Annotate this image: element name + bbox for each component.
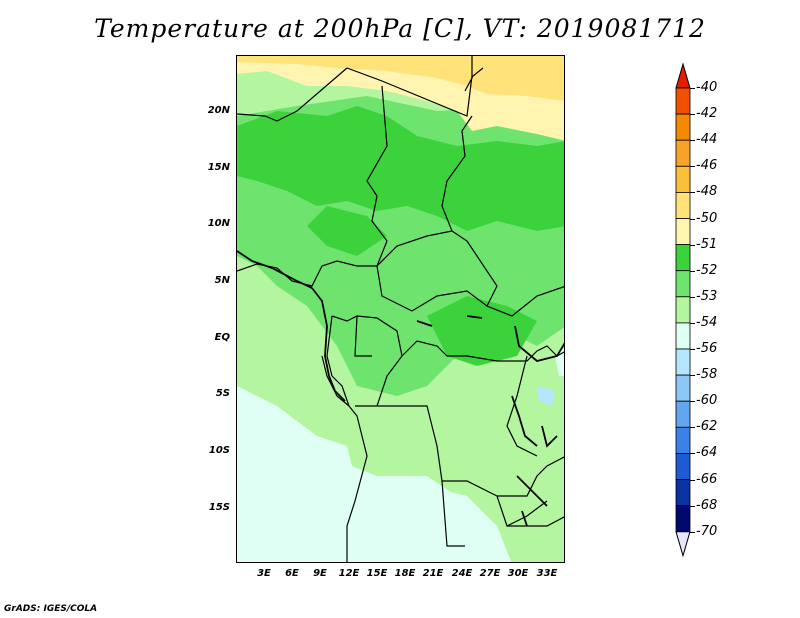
y-tick-label: EQ bbox=[214, 332, 230, 343]
colorbar-tick bbox=[690, 166, 695, 168]
colorbar-tick bbox=[690, 296, 695, 298]
colorbar-label: -54 bbox=[696, 314, 718, 330]
colorbar-label: -53 bbox=[696, 288, 718, 304]
colorbar-label: -40 bbox=[696, 80, 718, 95]
colorbar-label: -44 bbox=[696, 132, 718, 148]
colorbar-tick bbox=[690, 479, 695, 481]
colorbar-label: -64 bbox=[696, 445, 718, 461]
colorbar-label: -58 bbox=[696, 367, 718, 383]
x-tick-label: 24E bbox=[451, 568, 473, 579]
colorbar-swatch bbox=[675, 452, 691, 480]
map-panel bbox=[236, 55, 565, 563]
colorbar-tick bbox=[690, 505, 695, 507]
colorbar-label: -46 bbox=[696, 158, 718, 174]
colorbar-swatch bbox=[675, 113, 691, 141]
x-tick-label: 12E bbox=[338, 568, 360, 579]
footer-credit: GrADS: IGES/COLA bbox=[4, 604, 98, 614]
colorbar-tick bbox=[690, 114, 695, 116]
colorbar-swatch bbox=[675, 374, 691, 402]
y-tick-label: 5N bbox=[214, 275, 230, 286]
x-tick-label: 6E bbox=[285, 568, 299, 579]
x-tick-label: 18E bbox=[394, 568, 416, 579]
colorbar-label: -56 bbox=[696, 341, 718, 356]
colorbar-tick bbox=[690, 375, 695, 377]
colorbar-tick bbox=[690, 270, 695, 272]
colorbar-tick bbox=[690, 140, 695, 142]
x-tick-label: 30E bbox=[507, 568, 529, 579]
colorbar-label: -62 bbox=[696, 419, 718, 435]
y-tick-label: 15N bbox=[207, 162, 230, 173]
colorbar-label: -52 bbox=[696, 262, 718, 278]
colorbar-swatch bbox=[675, 165, 691, 193]
y-tick-label: 20N bbox=[207, 105, 230, 116]
y-tick-label: 10S bbox=[208, 445, 230, 456]
colorbar-swatch bbox=[675, 348, 691, 376]
colorbar-label: -48 bbox=[696, 184, 718, 200]
x-tick-label: 27E bbox=[479, 568, 501, 579]
colorbar-label: -66 bbox=[696, 471, 718, 487]
colorbar-bottom-triangle bbox=[675, 531, 691, 558]
colorbar-swatch bbox=[675, 479, 691, 507]
x-tick-label: 21E bbox=[422, 568, 444, 579]
colorbar-swatch bbox=[675, 505, 691, 533]
colorbar-swatch bbox=[675, 87, 691, 115]
x-tick-label: 33E bbox=[536, 568, 558, 579]
colorbar-tick bbox=[690, 349, 695, 350]
y-tick-label: 5S bbox=[215, 388, 230, 399]
colorbar-swatch bbox=[675, 244, 691, 272]
y-tick-label: 15S bbox=[208, 502, 230, 513]
x-tick-label: 15E bbox=[366, 568, 388, 579]
colorbar-tick bbox=[690, 192, 695, 194]
colorbar-label: -42 bbox=[696, 106, 718, 122]
colorbar-label: -51 bbox=[696, 236, 718, 252]
colorbar-swatch bbox=[675, 191, 691, 219]
y-tick-label: 10N bbox=[207, 218, 230, 229]
colorbar-label: -68 bbox=[696, 497, 718, 513]
x-tick-label: 3E bbox=[257, 568, 271, 579]
chart-title: Temperature at 200hPa [C], VT: 201908171… bbox=[94, 14, 706, 43]
colorbar-swatch bbox=[675, 426, 691, 454]
colorbar-tick bbox=[690, 401, 695, 403]
colorbar-swatch bbox=[675, 296, 691, 324]
colorbar-tick bbox=[690, 218, 695, 220]
colorbar-swatch bbox=[675, 322, 691, 350]
colorbar-swatch bbox=[675, 218, 691, 246]
x-tick-label: 9E bbox=[313, 568, 327, 579]
colorbar-label: -50 bbox=[696, 210, 718, 226]
colorbar-label: -70 bbox=[696, 523, 718, 539]
colorbar-tick bbox=[690, 427, 695, 429]
colorbar-swatch bbox=[675, 139, 691, 167]
colorbar-tick bbox=[690, 531, 695, 533]
colorbar-tick bbox=[690, 453, 695, 455]
colorbar-swatch bbox=[675, 400, 691, 428]
colorbar-tick bbox=[690, 244, 695, 246]
colorbar-swatch bbox=[675, 270, 691, 298]
colorbar-label: -60 bbox=[696, 393, 718, 409]
colorbar-tick bbox=[690, 322, 695, 324]
colorbar-tick bbox=[690, 88, 695, 89]
temperature-field bbox=[237, 56, 564, 562]
colorbar-top-triangle bbox=[675, 62, 691, 89]
